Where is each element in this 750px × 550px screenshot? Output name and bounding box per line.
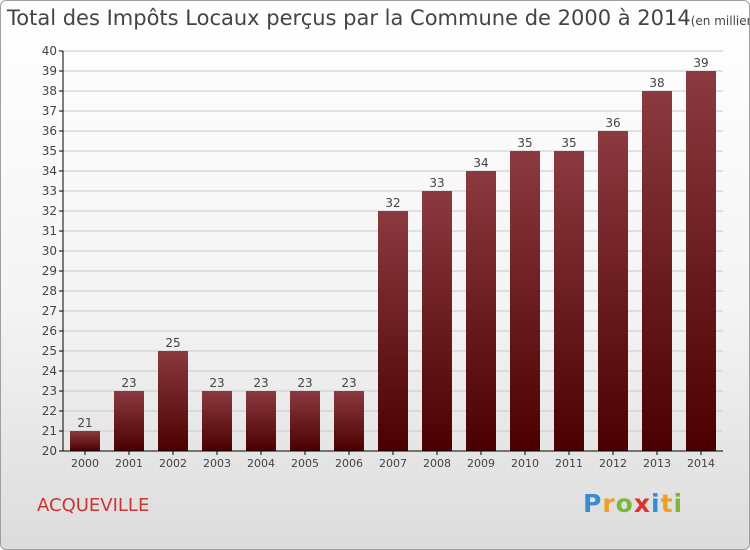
bar-2007	[378, 211, 408, 451]
y-tick-label: 37	[42, 104, 57, 118]
x-tick-label: 2010	[511, 457, 539, 470]
y-tick-label: 36	[42, 124, 57, 138]
value-label: 36	[605, 116, 620, 130]
bar-2006	[334, 391, 364, 451]
value-label: 23	[121, 376, 136, 390]
bar-2014	[686, 71, 716, 451]
chart-title: Total des Impôts Locaux perçus par la Co…	[7, 6, 749, 30]
value-label: 38	[649, 76, 664, 90]
x-tick-label: 2007	[379, 457, 407, 470]
y-tick-label: 24	[42, 364, 57, 378]
chart-title-main: Total des Impôts Locaux perçus par la Co…	[7, 6, 691, 30]
x-tick-label: 2014	[687, 457, 715, 470]
logo-letter: P	[583, 489, 603, 518]
y-tick-label: 30	[42, 244, 57, 258]
value-label: 39	[693, 56, 708, 70]
value-label: 34	[473, 156, 488, 170]
logo-letter: t	[660, 489, 674, 518]
bar-2003	[202, 391, 232, 451]
y-tick-label: 32	[42, 204, 57, 218]
bar-2000	[70, 431, 100, 451]
x-tick-label: 2011	[555, 457, 583, 470]
logo-letter: i	[651, 489, 661, 518]
value-label: 35	[517, 136, 532, 150]
x-tick-label: 2012	[599, 457, 627, 470]
y-tick-label: 25	[42, 344, 57, 358]
value-label: 21	[77, 416, 92, 430]
y-tick-label: 34	[42, 164, 57, 178]
value-label: 33	[429, 176, 444, 190]
bar-2009	[466, 171, 496, 451]
value-label: 32	[385, 196, 400, 210]
bar-2013	[642, 91, 672, 451]
value-label: 35	[561, 136, 576, 150]
value-label: 23	[253, 376, 268, 390]
logo-letter: o	[615, 489, 634, 518]
x-tick-label: 2001	[115, 457, 143, 470]
value-label: 23	[209, 376, 224, 390]
value-label: 25	[165, 336, 180, 350]
proxiti-logo[interactable]: Proxiti	[583, 489, 683, 518]
bar-2004	[246, 391, 276, 451]
y-tick-label: 38	[42, 84, 57, 98]
y-tick-label: 39	[42, 64, 57, 78]
labels: 20 21 22 23 24 25 26 27 28 29 30 31 32 33 34 35 36 37 38 39…	[42, 44, 715, 470]
y-tick-label: 35	[42, 144, 57, 158]
x-tick-label: 2005	[291, 457, 319, 470]
x-tick-label: 2013	[643, 457, 671, 470]
value-label: 23	[297, 376, 312, 390]
bar-2011	[554, 151, 584, 451]
bar-2010	[510, 151, 540, 451]
x-tick-label: 2006	[335, 457, 363, 470]
x-tick-label: 2009	[467, 457, 495, 470]
x-tick-label: 2002	[159, 457, 187, 470]
y-tick-label: 28	[42, 284, 57, 298]
chart-title-unit: (en milliers d'€)	[690, 14, 749, 28]
y-tick-label: 40	[42, 44, 57, 58]
y-tick-label: 26	[42, 324, 57, 338]
bar-2012	[598, 131, 628, 451]
bar-2001	[114, 391, 144, 451]
bar-2002	[158, 351, 188, 451]
axes	[59, 50, 723, 455]
bars	[70, 71, 716, 451]
y-tick-label: 27	[42, 304, 57, 318]
x-tick-label: 2004	[247, 457, 275, 470]
logo-letter: i	[673, 489, 684, 518]
y-tick-label: 22	[42, 404, 57, 418]
y-tick-label: 23	[42, 384, 57, 398]
value-label: 23	[341, 376, 356, 390]
logo-letter: x	[633, 489, 651, 518]
bar-2005	[290, 391, 320, 451]
y-tick-label: 31	[42, 224, 57, 238]
y-tick-label: 21	[42, 424, 57, 438]
y-tick-label: 33	[42, 184, 57, 198]
bar-2008	[422, 191, 452, 451]
y-tick-label: 20	[42, 444, 57, 458]
y-tick-label: 29	[42, 264, 57, 278]
x-tick-label: 2008	[423, 457, 451, 470]
commune-name: ACQUEVILLE	[37, 495, 150, 516]
x-tick-label: 2000	[71, 457, 99, 470]
x-tick-label: 2003	[203, 457, 231, 470]
logo-letter: r	[602, 489, 616, 518]
